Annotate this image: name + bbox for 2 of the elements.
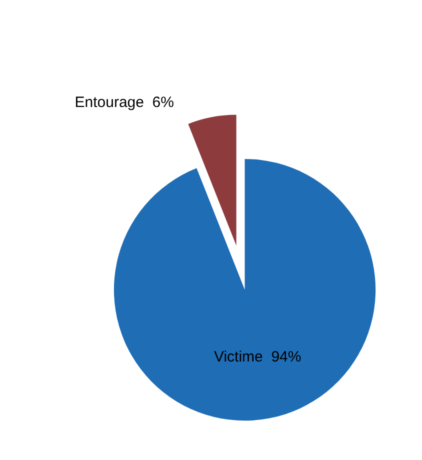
slice-label: Entourage 6% [74, 94, 174, 111]
slice-label: Victime 94% [214, 348, 302, 366]
